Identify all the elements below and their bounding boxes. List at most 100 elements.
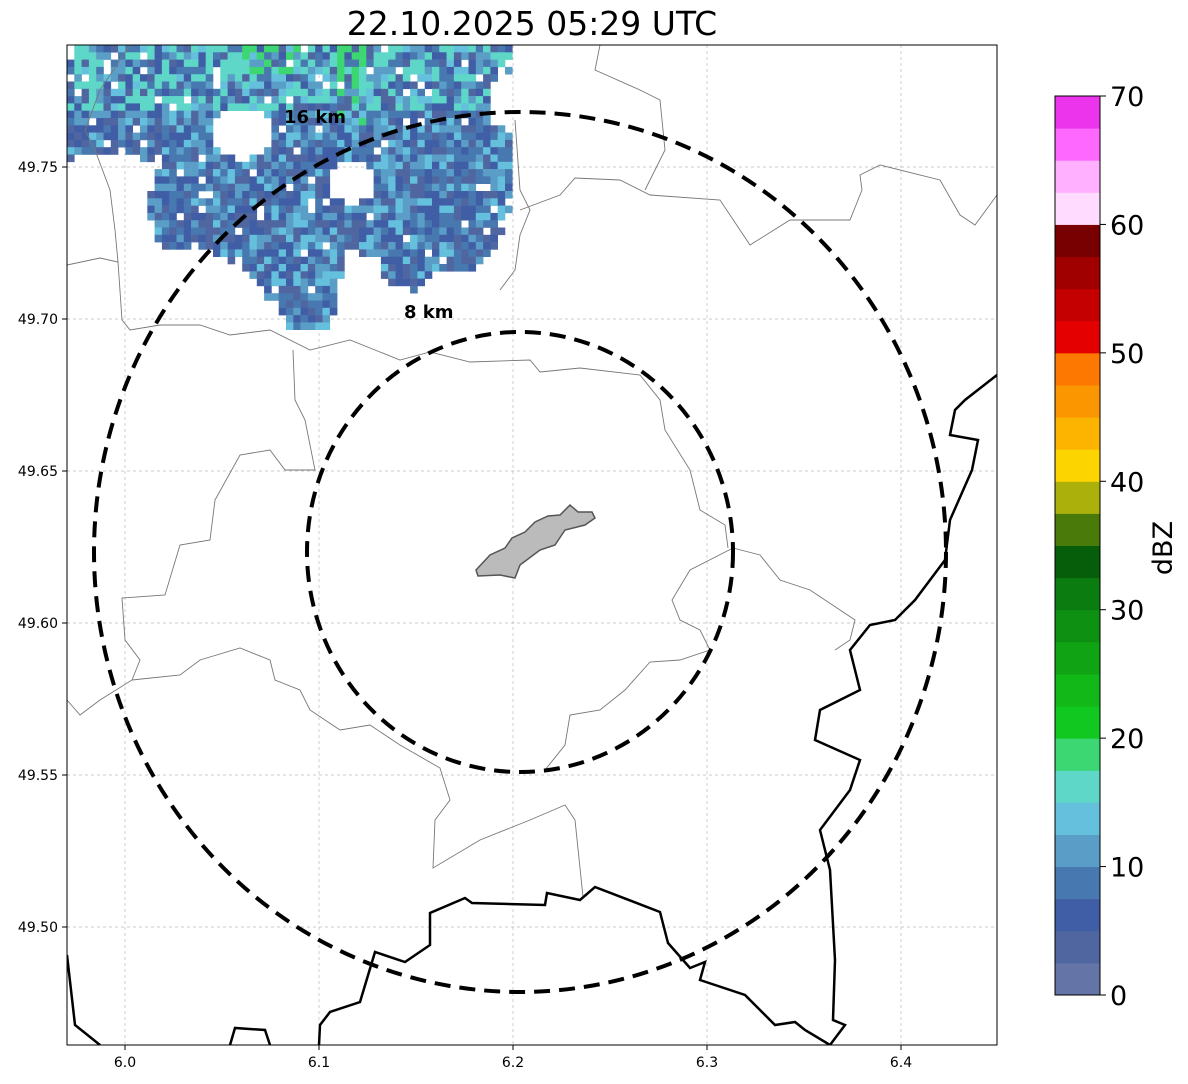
radar-cell <box>183 45 192 53</box>
radar-cell <box>337 96 345 104</box>
radar-cell <box>322 74 331 82</box>
radar-cell <box>220 220 228 228</box>
radar-cell <box>278 234 287 243</box>
radar-cell <box>256 103 265 111</box>
radar-cell <box>183 183 192 192</box>
radar-cell <box>293 66 301 75</box>
radar-cell <box>322 183 331 192</box>
radar-cell <box>359 96 367 104</box>
radar-cell <box>439 169 447 177</box>
radar-cell <box>395 242 404 250</box>
radar-cell <box>264 74 272 82</box>
radar-cell <box>293 154 301 163</box>
radar-cell <box>380 191 389 199</box>
radar-cell <box>147 212 155 221</box>
radar-cell <box>242 176 250 184</box>
radar-cell <box>475 249 484 257</box>
radar-cell <box>110 74 119 82</box>
radar-cell <box>446 74 455 82</box>
radar-cell <box>307 161 316 170</box>
colorbar-label: dBZ <box>1148 521 1179 575</box>
radar-cell <box>249 66 258 75</box>
radar-cell <box>307 118 316 126</box>
radar-cell <box>490 59 498 68</box>
radar-cell <box>395 118 404 126</box>
radar-cell <box>366 125 374 133</box>
radar-cell <box>475 191 484 199</box>
radar-cell <box>402 256 411 265</box>
colorbar-bin <box>1055 513 1100 546</box>
radar-cell <box>483 147 491 155</box>
radar-cell <box>220 198 228 206</box>
radar-cell <box>103 74 112 82</box>
radar-cell <box>169 205 177 214</box>
radar-cell <box>300 88 309 97</box>
radar-cell <box>359 249 367 257</box>
radar-cell <box>110 147 119 155</box>
radar-cell <box>191 169 199 177</box>
radar-cell <box>453 59 462 68</box>
radar-cell <box>410 96 418 104</box>
radar-cell <box>432 125 440 133</box>
radar-cell <box>432 256 440 265</box>
radar-cell <box>468 191 477 199</box>
radar-cell <box>410 125 418 133</box>
radar-cell <box>453 191 462 199</box>
radar-cell <box>278 52 287 60</box>
radar-cell <box>359 59 367 68</box>
x-tick-label: 6.3 <box>696 1055 718 1071</box>
radar-cell <box>286 285 294 294</box>
radar-cell <box>256 96 265 104</box>
radar-cell <box>402 176 411 184</box>
radar-cell <box>446 183 455 192</box>
radar-cell <box>205 220 214 228</box>
radar-cell <box>439 66 447 75</box>
radar-cell <box>424 96 433 104</box>
radar-cell <box>110 45 119 53</box>
colorbar-bin <box>1055 288 1100 322</box>
radar-cell <box>380 52 389 60</box>
radar-cell <box>234 169 243 177</box>
radar-cell <box>483 191 491 199</box>
radar-cell <box>300 293 309 301</box>
radar-cell <box>205 125 214 133</box>
radar-cell <box>483 52 491 60</box>
radar-cell <box>154 66 163 75</box>
radar-cell <box>125 66 133 75</box>
radar-cell <box>307 81 316 90</box>
radar-cell <box>388 227 396 236</box>
radar-cell <box>118 66 126 75</box>
radar-cell <box>315 227 323 236</box>
radar-cell <box>278 256 287 265</box>
radar-cell <box>286 154 294 163</box>
radar-cell <box>286 88 294 97</box>
radar-cell <box>227 81 236 90</box>
radar-cell <box>322 271 331 279</box>
radar-cell <box>329 220 338 228</box>
radar-cell <box>271 139 279 148</box>
radar-cell <box>271 52 279 60</box>
radar-cell <box>74 118 82 126</box>
radar-cell <box>351 96 360 104</box>
radar-cell <box>395 220 404 228</box>
radar-cell <box>140 118 148 126</box>
radar-cell <box>329 103 338 111</box>
radar-cell <box>286 242 294 250</box>
radar-cell <box>505 205 513 214</box>
radar-cell <box>337 52 345 60</box>
radar-cell <box>388 220 396 228</box>
radar-cell <box>227 220 236 228</box>
radar-cell <box>286 118 294 126</box>
radar-cell <box>234 242 243 250</box>
radar-cell <box>264 52 272 60</box>
radar-cell <box>453 96 462 104</box>
radar-cell <box>234 52 243 60</box>
radar-cell <box>461 227 469 236</box>
radar-cell <box>432 191 440 199</box>
radar-cell <box>300 125 309 133</box>
radar-cell <box>483 118 491 126</box>
radar-cell <box>402 278 411 287</box>
radar-cell <box>475 125 484 133</box>
radar-cell <box>140 147 148 155</box>
radar-cell <box>461 74 469 82</box>
